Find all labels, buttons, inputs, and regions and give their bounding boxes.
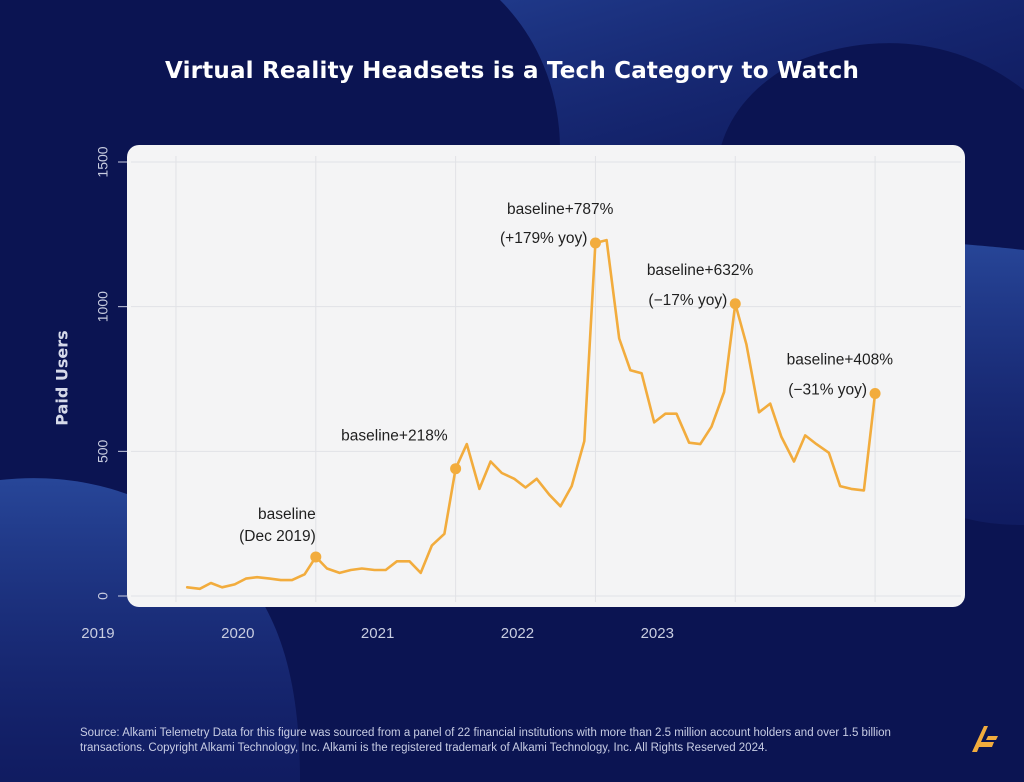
annotation-marker [450,463,462,475]
annotation-label: baseline [258,506,316,523]
y-tick-label: 500 [95,439,111,463]
annotation-label: baseline+408% [787,351,894,368]
x-tick-label-2020: 2020 [221,625,254,642]
annotation-label: (Dec 2019) [239,528,316,545]
source-footnote: Source: Alkami Telemetry Data for this f… [80,727,891,754]
annotation-label: baseline+632% [647,262,754,279]
y-tick-label: 0 [95,592,111,600]
annotation-label: baseline+787% [507,201,614,218]
annotation-label: (+179% yoy) [500,230,587,247]
y-axis-label: Paid Users [53,330,72,425]
annotation-label: baseline+218% [341,428,448,445]
x-tick-label-2023: 2023 [641,625,674,642]
x-tick-label-2019: 2019 [81,625,114,642]
x-tick-label-2021: 2021 [361,625,394,642]
y-tick-label: 1000 [95,291,111,322]
annotation-marker [310,551,322,563]
annotation-marker [729,298,741,310]
annotation-label: (−31% yoy) [788,381,867,398]
plot-area [127,145,965,607]
annotation-marker [589,237,601,249]
annotation-label: (−17% yoy) [648,292,727,309]
x-tick-label-2022: 2022 [501,625,534,642]
series-line-0 [185,238,877,591]
y-tick-label: 1500 [95,146,111,177]
annotation-marker [869,387,881,399]
chart-title: Virtual Reality Headsets is a Tech Categ… [164,58,860,84]
alkami-logo-icon [972,726,998,752]
